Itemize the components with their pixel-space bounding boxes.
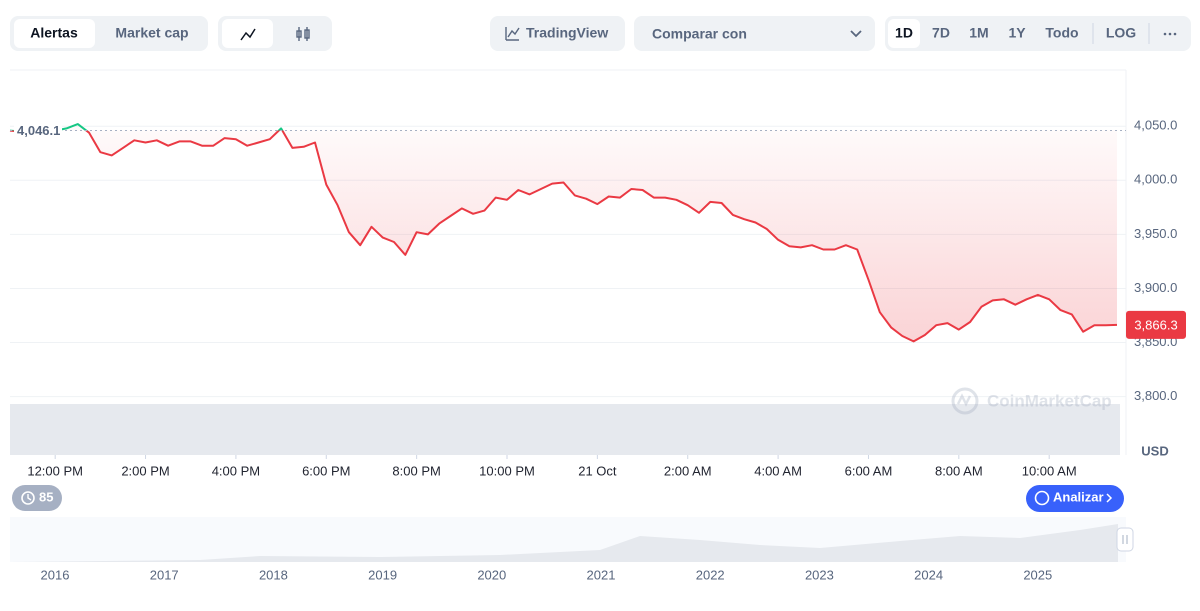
history-count[interactable]: 85 [39, 489, 53, 504]
x-tick-label: 8:00 PM [392, 463, 440, 478]
x-tick-label: 2:00 AM [664, 463, 712, 478]
analyze-button[interactable] [1026, 485, 1124, 512]
y-tick-label: 3,800.0 [1134, 388, 1177, 403]
navigator-year: 2020 [477, 567, 506, 582]
navigator-year: 2023 [805, 567, 834, 582]
navigator-year: 2021 [587, 567, 616, 582]
reference-label-bg [14, 122, 62, 139]
navigator-area [10, 524, 1118, 562]
tradingview-label[interactable]: TradingView [526, 25, 608, 41]
compare-label[interactable]: Comparar con [652, 26, 747, 42]
tab[interactable]: Market cap [115, 25, 188, 41]
x-tick-label: 4:00 PM [212, 463, 260, 478]
x-tick-label: 8:00 AM [935, 463, 983, 478]
y-tick-label: 3,900.0 [1134, 280, 1177, 295]
chevron [850, 30, 862, 38]
log-button[interactable]: LOG [1106, 25, 1136, 41]
compare-select[interactable] [634, 16, 875, 51]
toolbar: Alertas Market cap TradingView Comparar … [10, 16, 1191, 51]
last-price-label: 3,866.3 [1134, 317, 1177, 332]
tab[interactable]: Alertas [30, 25, 78, 41]
x-tick-label: 10:00 AM [1022, 463, 1077, 478]
x-tick-label: 6:00 PM [302, 463, 350, 478]
analyze-label[interactable]: Analizar [1053, 489, 1104, 504]
y-unit: USD [1141, 443, 1168, 458]
last-price-badge [1126, 310, 1186, 339]
history-hand [27, 494, 32, 501]
area-fill [10, 124, 1117, 342]
navigator-year: 2018 [259, 567, 288, 582]
navigator-year: 2017 [150, 567, 179, 582]
watermark-text: CoinMarketCap [987, 391, 1112, 410]
tradingview-button[interactable] [490, 16, 625, 51]
navigator-year: 2025 [1023, 567, 1052, 582]
y-tick-label: 3,950.0 [1134, 226, 1177, 241]
y-tick-label: 4,050.0 [1134, 118, 1177, 133]
price-line [9, 123, 1118, 343]
candle-icon[interactable] [296, 27, 310, 41]
navigator-year: 2024 [914, 567, 943, 582]
navigator-handle[interactable] [1116, 527, 1134, 552]
range-group [885, 16, 1191, 51]
x-tick-label: 10:00 PM [479, 463, 535, 478]
y-tick-label: 4,000.0 [1134, 172, 1177, 187]
reference-label: 4,046.1 [17, 123, 60, 138]
tab-active[interactable] [14, 19, 95, 48]
more-button[interactable] [1163, 32, 1177, 36]
navigator-year: 2019 [368, 567, 397, 582]
history-icon [21, 491, 35, 505]
x-tick-label: 2:00 PM [121, 463, 169, 478]
navigator-year: 2022 [696, 567, 725, 582]
x-tick-label: 21 Oct [578, 463, 617, 478]
range-button[interactable]: 1Y [1008, 25, 1026, 41]
x-tick-label: 6:00 AM [845, 463, 893, 478]
range-button[interactable]: Todo [1045, 25, 1078, 41]
range-active[interactable] [888, 19, 920, 48]
volume-bars [10, 404, 1120, 455]
navigator-year: 2016 [41, 567, 70, 582]
history-badge[interactable] [12, 485, 62, 511]
x-tick-label: 12:00 PM [27, 463, 83, 478]
tv-icon [505, 27, 520, 41]
watermark: CoinMarketCap [951, 387, 1112, 415]
range-button[interactable]: 1M [969, 25, 988, 41]
analyze-chevron [1106, 493, 1113, 503]
x-tick-label: 4:00 AM [754, 463, 802, 478]
analyze-icon [1034, 490, 1050, 506]
line-icon [240, 28, 256, 41]
range-button[interactable]: 7D [932, 25, 950, 41]
range-button[interactable]: 1D [895, 25, 913, 41]
